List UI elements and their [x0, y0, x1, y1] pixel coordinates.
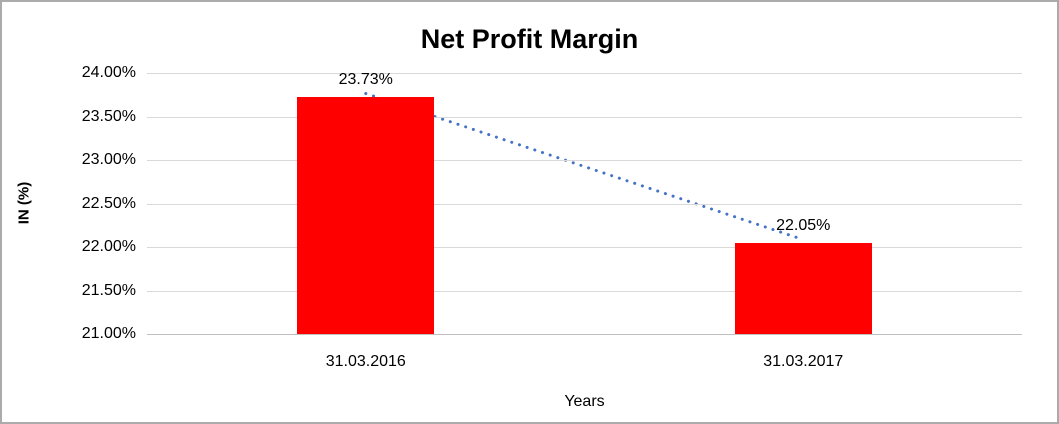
gridline: [147, 116, 1022, 118]
data-label: 23.73%: [338, 70, 393, 88]
x-axis-line: [147, 334, 1022, 335]
y-tick-label: 21.50%: [81, 281, 136, 299]
y-tick-label: 23.00%: [81, 151, 136, 168]
y-tick-label: 24.00%: [81, 64, 136, 81]
gridline: [147, 247, 1022, 248]
y-axis-tick-labels: 24.00% 23.50% 23.00% 22.50% 22.00% 21.50% 21.0…: [2, 64, 136, 342]
plot-area: 23.73% 22.05%: [147, 70, 1022, 335]
x-axis-title: Years: [564, 393, 605, 410]
chart-title: Net Profit Margin: [420, 24, 639, 54]
bar: [734, 242, 872, 334]
x-axis-tick-labels: 31.03.2016 31.03.2017: [147, 353, 1022, 373]
gridline: [147, 160, 1022, 161]
y-tick-label: 22.50%: [81, 194, 136, 212]
y-tick-label: 23.50%: [81, 107, 136, 125]
gridline: [147, 203, 1022, 205]
data-label: 22.05%: [776, 216, 831, 234]
y-tick-label: 21.00%: [81, 325, 136, 342]
x-tick-label: 31.03.2017: [763, 353, 844, 370]
y-tick-label: 22.00%: [81, 238, 136, 255]
gridline: [147, 73, 1022, 74]
x-tick-label: 31.03.2016: [325, 353, 406, 370]
gridline: [147, 290, 1022, 292]
bar: [297, 96, 435, 334]
